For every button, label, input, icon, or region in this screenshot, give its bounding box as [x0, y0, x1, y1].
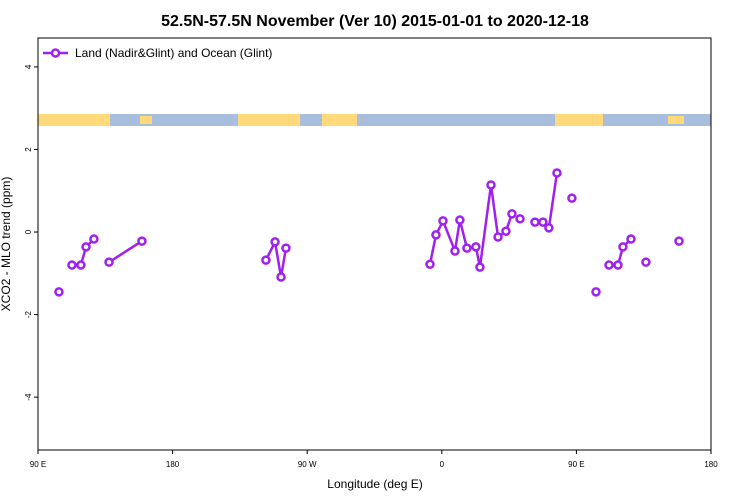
data-point	[276, 272, 286, 282]
data-point	[281, 243, 291, 253]
y-tick-label: -2	[24, 310, 33, 318]
data-point	[613, 260, 623, 270]
data-point	[450, 246, 460, 256]
data-point	[552, 168, 562, 178]
data-point	[674, 236, 684, 246]
data-point	[501, 226, 511, 236]
data-point	[641, 257, 651, 267]
plot-frame	[37, 37, 712, 451]
x-tick-label: 90 W	[298, 460, 317, 469]
x-tick-label: 0	[440, 460, 445, 469]
y-tick-label: 4	[24, 64, 33, 69]
data-point	[530, 217, 540, 227]
data-point	[626, 234, 636, 244]
data-point	[507, 209, 517, 219]
data-point	[67, 260, 77, 270]
data-point	[604, 260, 614, 270]
x-tick-label: 90 E	[568, 460, 584, 469]
data-point	[471, 242, 481, 252]
y-tick-label: 0	[24, 229, 33, 234]
data-point	[515, 214, 525, 224]
data-point	[81, 242, 91, 252]
data-point	[475, 262, 485, 272]
x-tick-label: 90 E	[30, 460, 46, 469]
data-point	[544, 223, 554, 233]
x-axis-label: Longitude (deg E)	[327, 477, 422, 491]
data-point	[137, 236, 147, 246]
legend-label: Land (Nadir&Glint) and Ocean (Glint)	[75, 46, 272, 60]
data-point	[455, 215, 465, 225]
data-point	[89, 234, 99, 244]
x-tick-label: 180	[704, 460, 718, 469]
data-point	[618, 242, 628, 252]
data-point	[538, 217, 548, 227]
data-point	[438, 216, 448, 226]
data-point	[462, 243, 472, 253]
y-axis-label: XCO2 - MLO trend (ppm)	[0, 177, 13, 312]
map-strip	[38, 114, 711, 126]
x-tick-label: 180	[166, 460, 180, 469]
chart-title: 52.5N-57.5N November (Ver 10) 2015-01-01…	[161, 13, 589, 30]
y-tick-label: 2	[24, 147, 33, 152]
data-point	[54, 287, 64, 297]
data-point	[425, 259, 435, 269]
data-point	[591, 287, 601, 297]
data-point	[76, 260, 86, 270]
data-point	[261, 255, 271, 265]
data-point	[431, 230, 441, 240]
y-tick-label: -4	[24, 393, 33, 401]
data-point	[270, 237, 280, 247]
legend-marker	[50, 48, 61, 58]
series-line	[72, 173, 679, 277]
data-point	[104, 257, 114, 267]
data-point	[493, 232, 503, 242]
data-point	[567, 193, 577, 203]
data-point	[486, 180, 496, 190]
